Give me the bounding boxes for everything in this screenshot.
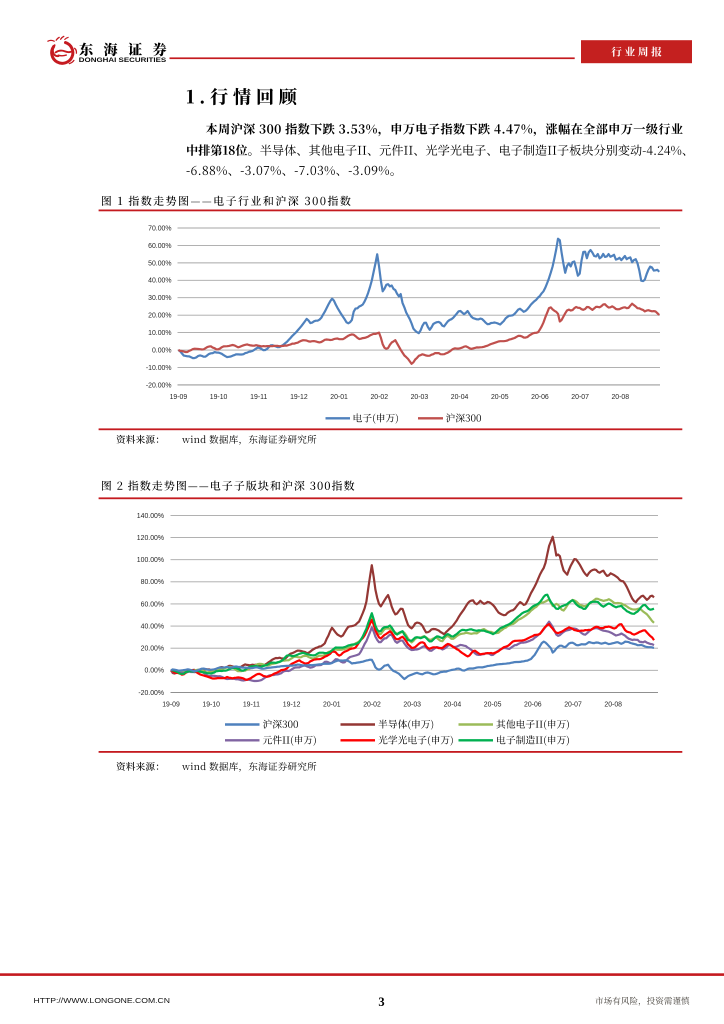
svg-text:19-11: 19-11 <box>250 394 267 401</box>
svg-text:20-08: 20-08 <box>611 394 629 401</box>
svg-text:50.00%: 50.00% <box>148 260 171 267</box>
svg-text:20-03: 20-03 <box>411 394 429 401</box>
svg-text:100.00%: 100.00% <box>137 557 164 564</box>
svg-text:20-07: 20-07 <box>571 394 589 401</box>
svg-text:20-06: 20-06 <box>524 702 542 709</box>
svg-text:20-05: 20-05 <box>491 394 509 401</box>
svg-text:60.00%: 60.00% <box>141 601 164 608</box>
svg-text:DONGHAI SECURITIES: DONGHAI SECURITIES <box>79 57 167 64</box>
svg-text:30.00%: 30.00% <box>148 295 171 302</box>
svg-text:-10.00%: -10.00% <box>146 365 172 372</box>
svg-text:20-01: 20-01 <box>323 702 341 709</box>
svg-text:10.00%: 10.00% <box>148 330 171 337</box>
svg-text:19-10: 19-10 <box>202 702 220 709</box>
svg-text:20-07: 20-07 <box>564 702 582 709</box>
svg-text:70.00%: 70.00% <box>148 225 171 232</box>
svg-text:20-04: 20-04 <box>451 394 469 401</box>
svg-text:HTTP://WWW.LONGONE.COM.CN: HTTP://WWW.LONGONE.COM.CN <box>34 996 171 1005</box>
svg-text:20-08: 20-08 <box>604 702 622 709</box>
svg-text:19-09: 19-09 <box>170 394 188 401</box>
svg-text:0.00%: 0.00% <box>152 347 172 354</box>
svg-text:-20.00%: -20.00% <box>138 690 164 697</box>
svg-text:40.00%: 40.00% <box>148 278 171 285</box>
svg-text:20-04: 20-04 <box>444 702 462 709</box>
svg-text:20-03: 20-03 <box>403 702 421 709</box>
svg-text:60.00%: 60.00% <box>148 243 171 250</box>
svg-text:20-02: 20-02 <box>370 394 388 401</box>
svg-text:3: 3 <box>378 995 384 1009</box>
svg-text:20.00%: 20.00% <box>148 313 171 320</box>
svg-text:19-09: 19-09 <box>162 702 180 709</box>
svg-text:80.00%: 80.00% <box>141 579 164 586</box>
svg-text:19-11: 19-11 <box>243 702 260 709</box>
svg-text:20-02: 20-02 <box>363 702 381 709</box>
svg-text:140.00%: 140.00% <box>137 513 164 520</box>
svg-text:20-01: 20-01 <box>330 394 348 401</box>
svg-text:20.00%: 20.00% <box>141 646 164 653</box>
svg-text:20-06: 20-06 <box>531 394 549 401</box>
svg-text:19-10: 19-10 <box>210 394 228 401</box>
svg-text:19-12: 19-12 <box>290 394 308 401</box>
svg-text:20-05: 20-05 <box>484 702 502 709</box>
svg-text:120.00%: 120.00% <box>137 535 164 542</box>
svg-text:19-12: 19-12 <box>283 702 301 709</box>
svg-text:0.00%: 0.00% <box>144 668 164 675</box>
svg-text:40.00%: 40.00% <box>141 623 164 630</box>
svg-text:-20.00%: -20.00% <box>146 382 172 389</box>
